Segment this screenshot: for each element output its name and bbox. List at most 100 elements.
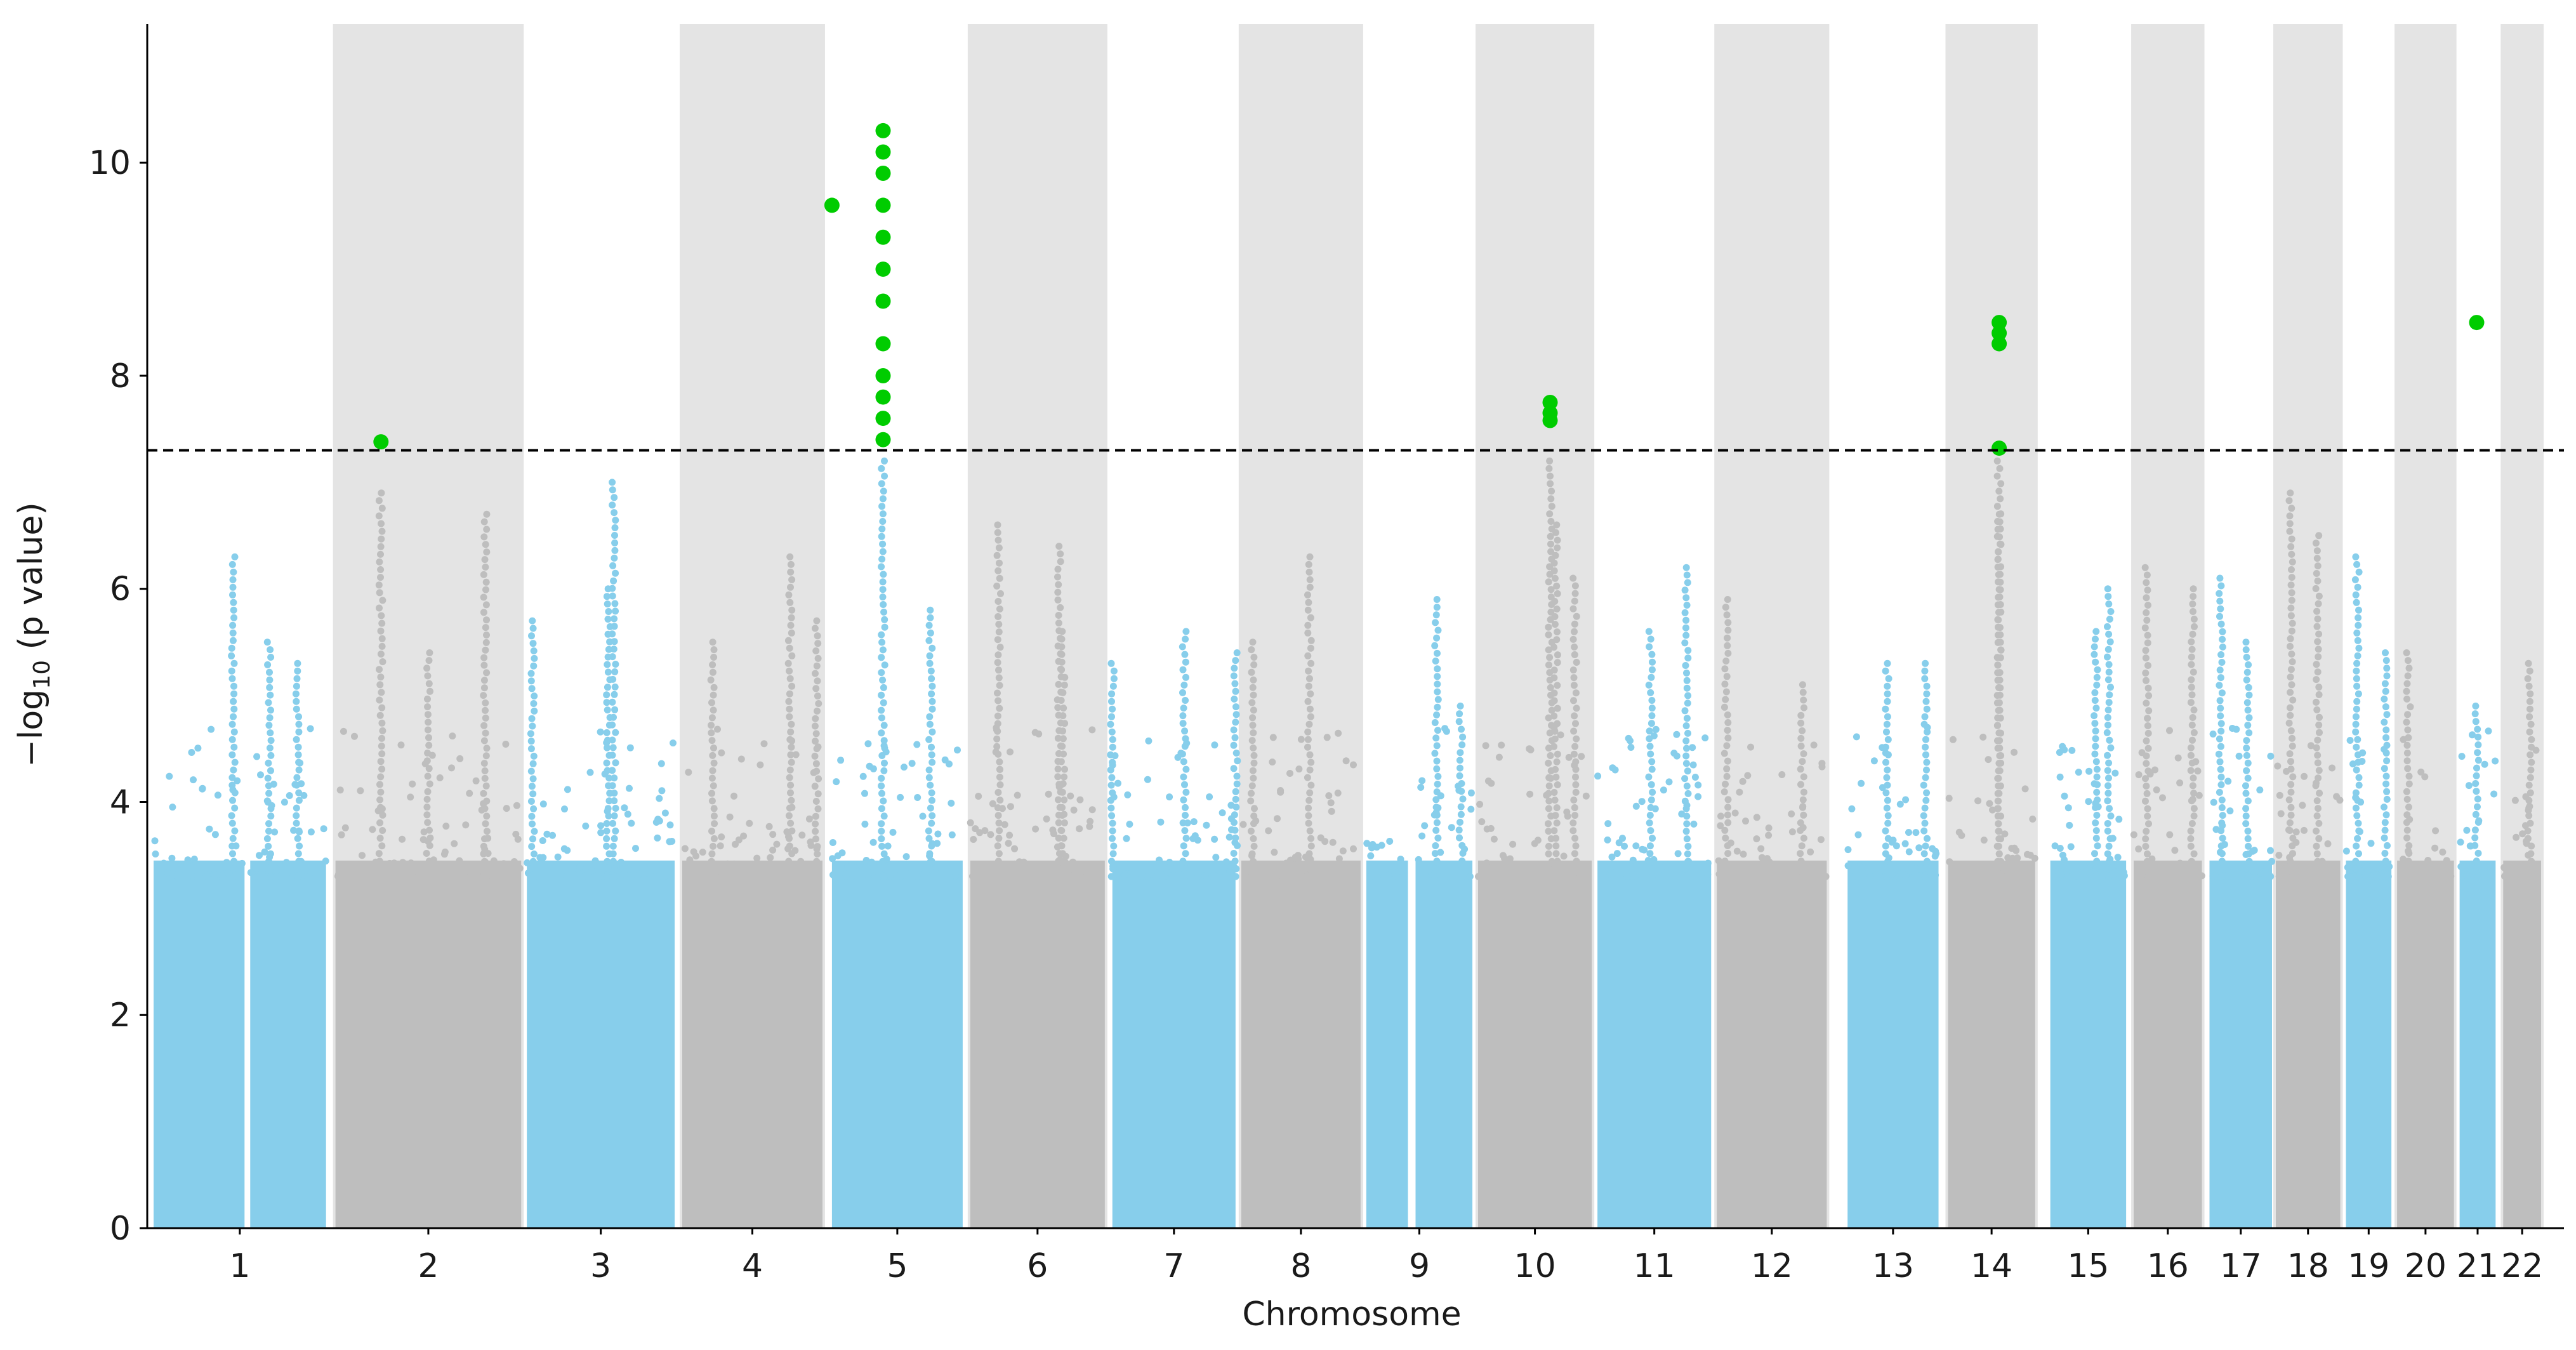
chromosome-2-point bbox=[407, 793, 414, 801]
chromosome-12-peak-point bbox=[1722, 696, 1729, 703]
chromosome-1-point bbox=[281, 798, 288, 806]
chromosome-15-point bbox=[2075, 769, 2082, 776]
chromosome-18-peak-point bbox=[2312, 539, 2320, 547]
chromosome-9-point bbox=[1369, 841, 1377, 848]
chromosome-14-peak-point bbox=[1993, 865, 2001, 873]
chromosome-1-peak-point bbox=[228, 774, 236, 781]
chromosome-17-peak-point bbox=[2245, 684, 2252, 691]
chromosome-7-point bbox=[1211, 741, 1219, 749]
chromosome-8-peak-point bbox=[1307, 713, 1314, 720]
chromosome-15-peak-point bbox=[2091, 689, 2099, 696]
chromosome-15-peak-point bbox=[2104, 797, 2111, 805]
chromosome-11-peak-point bbox=[1649, 658, 1656, 666]
chromosome-8-peak-point bbox=[1305, 720, 1313, 728]
chromosome-12-peak-point bbox=[1724, 727, 1731, 734]
chromosome-12-peak-point bbox=[1800, 750, 1807, 758]
chromosome-4-peak-point bbox=[708, 714, 716, 722]
chromosome-13-peak-point bbox=[1882, 827, 1889, 835]
chromosome-18-peak-point bbox=[2289, 835, 2297, 842]
chromosome-7-peak-point bbox=[1230, 850, 1238, 857]
chromosome-2-peak-point bbox=[424, 711, 432, 718]
chromosome-9-point bbox=[1367, 852, 1375, 859]
chromosome-15-peak-point bbox=[2092, 743, 2099, 750]
chromosome-4-peak-point bbox=[812, 812, 819, 820]
chromosome-13-peak-point bbox=[1882, 667, 1889, 675]
chromosome-5-peak-point bbox=[928, 644, 936, 652]
chromosome-8-peak-point bbox=[1307, 644, 1314, 652]
chromosome-4-peak-point bbox=[812, 670, 819, 677]
chromosome-2-peak-point bbox=[480, 842, 487, 850]
chromosome-12-peak-point bbox=[1721, 857, 1729, 865]
chromosome-21-peak-point bbox=[2472, 780, 2480, 787]
chromosome-19-peak-point bbox=[2384, 842, 2391, 849]
chromosome-11-peak-point bbox=[1647, 804, 1655, 811]
chromosome-13-point bbox=[1850, 873, 1858, 880]
significant-hit-chr5 bbox=[875, 197, 891, 213]
chromosome-1-point bbox=[208, 725, 215, 733]
chromosome-18-peak-point bbox=[2316, 790, 2323, 797]
chromosome-5-point bbox=[829, 855, 836, 863]
chromosome-15-point bbox=[2114, 854, 2122, 861]
chromosome-12-peak-point bbox=[1721, 788, 1728, 796]
chromosome-20-point bbox=[2432, 827, 2440, 835]
chromosome-11-point bbox=[1600, 868, 1608, 876]
chromosome-16-peak-point bbox=[2143, 828, 2150, 835]
chromosome-18-peak-point bbox=[2287, 543, 2295, 550]
chromosome-8-point bbox=[1297, 736, 1305, 743]
chromosome-20-peak-point bbox=[2405, 772, 2413, 780]
chromosome-19-peak-point bbox=[2354, 835, 2361, 842]
chromosome-16-point bbox=[2159, 794, 2166, 802]
chromosome-9-peak-point bbox=[1457, 803, 1465, 811]
chromosome-10-peak-point bbox=[1554, 857, 1561, 865]
chromosome-1-peak-point bbox=[263, 639, 271, 646]
chromosome-5-peak-point bbox=[880, 608, 888, 616]
chromosome-5-peak-point bbox=[879, 510, 887, 518]
chromosome-9-point bbox=[1417, 784, 1425, 791]
chromosome-20-peak-point bbox=[2403, 750, 2411, 757]
chromosome-3-point bbox=[621, 804, 628, 812]
chromosome-8-peak-point bbox=[1305, 568, 1313, 576]
chromosome-8-point bbox=[1294, 861, 1302, 868]
chromosome-18-peak-point bbox=[2313, 607, 2321, 615]
chromosome-1-peak-point bbox=[267, 706, 274, 714]
chromosome-19-peak-point bbox=[2382, 873, 2390, 880]
significant-hit-chr5 bbox=[875, 261, 891, 277]
chromosome-11-peak-point bbox=[1681, 865, 1689, 873]
chromosome-15-peak-point bbox=[2091, 850, 2098, 857]
chromosome-2-peak-point bbox=[426, 687, 433, 695]
chromosome-18-peak-point bbox=[2287, 604, 2295, 612]
chromosome-4-peak-point bbox=[787, 621, 795, 629]
chromosome-10-peak-point bbox=[1551, 613, 1559, 620]
chromosome-16-peak-point bbox=[2190, 616, 2198, 623]
chromosome-3-peak-point bbox=[530, 662, 538, 670]
chromosome-1-peak-point bbox=[295, 766, 303, 774]
chromosome-5-peak-point bbox=[881, 744, 888, 752]
chromosome-7-peak-point bbox=[1180, 773, 1187, 781]
chromosome-17-peak-point bbox=[2245, 691, 2253, 699]
chromosome-9-point bbox=[1467, 805, 1475, 813]
chromosome-18-peak-point bbox=[2313, 744, 2320, 751]
chromosome-7-point bbox=[1144, 776, 1151, 783]
chromosome-12-peak-point bbox=[1722, 781, 1729, 788]
chromosome-3-point bbox=[588, 867, 595, 875]
chromosome-3-point bbox=[539, 837, 546, 844]
chromosome-6-peak-point bbox=[993, 552, 1001, 559]
chromosome-8-point bbox=[1327, 799, 1335, 807]
chromosome-4-point bbox=[730, 860, 738, 868]
chromosome-14-point bbox=[1968, 865, 1976, 873]
chromosome-5-point bbox=[862, 857, 870, 864]
chromosome-10-point bbox=[1498, 741, 1505, 749]
chromosome-18-peak-point bbox=[2316, 713, 2323, 721]
chromosome-5-peak-point bbox=[878, 533, 885, 540]
chromosome-18-peak-point bbox=[2313, 812, 2321, 819]
chromosome-8-peak-point bbox=[1250, 706, 1257, 714]
chromosome-2-peak-point bbox=[482, 752, 490, 760]
chromosome-10-point bbox=[1583, 869, 1590, 877]
chromosome-12-peak-point bbox=[1799, 804, 1806, 811]
chromosome-1-point bbox=[257, 771, 264, 779]
chromosome-2-point bbox=[397, 741, 405, 749]
chromosome-12-peak-point bbox=[1799, 681, 1806, 689]
chromosome-17-peak-point bbox=[2243, 744, 2250, 751]
chromosome-3-point bbox=[534, 873, 542, 880]
chromosome-6-peak-point bbox=[1058, 643, 1066, 651]
